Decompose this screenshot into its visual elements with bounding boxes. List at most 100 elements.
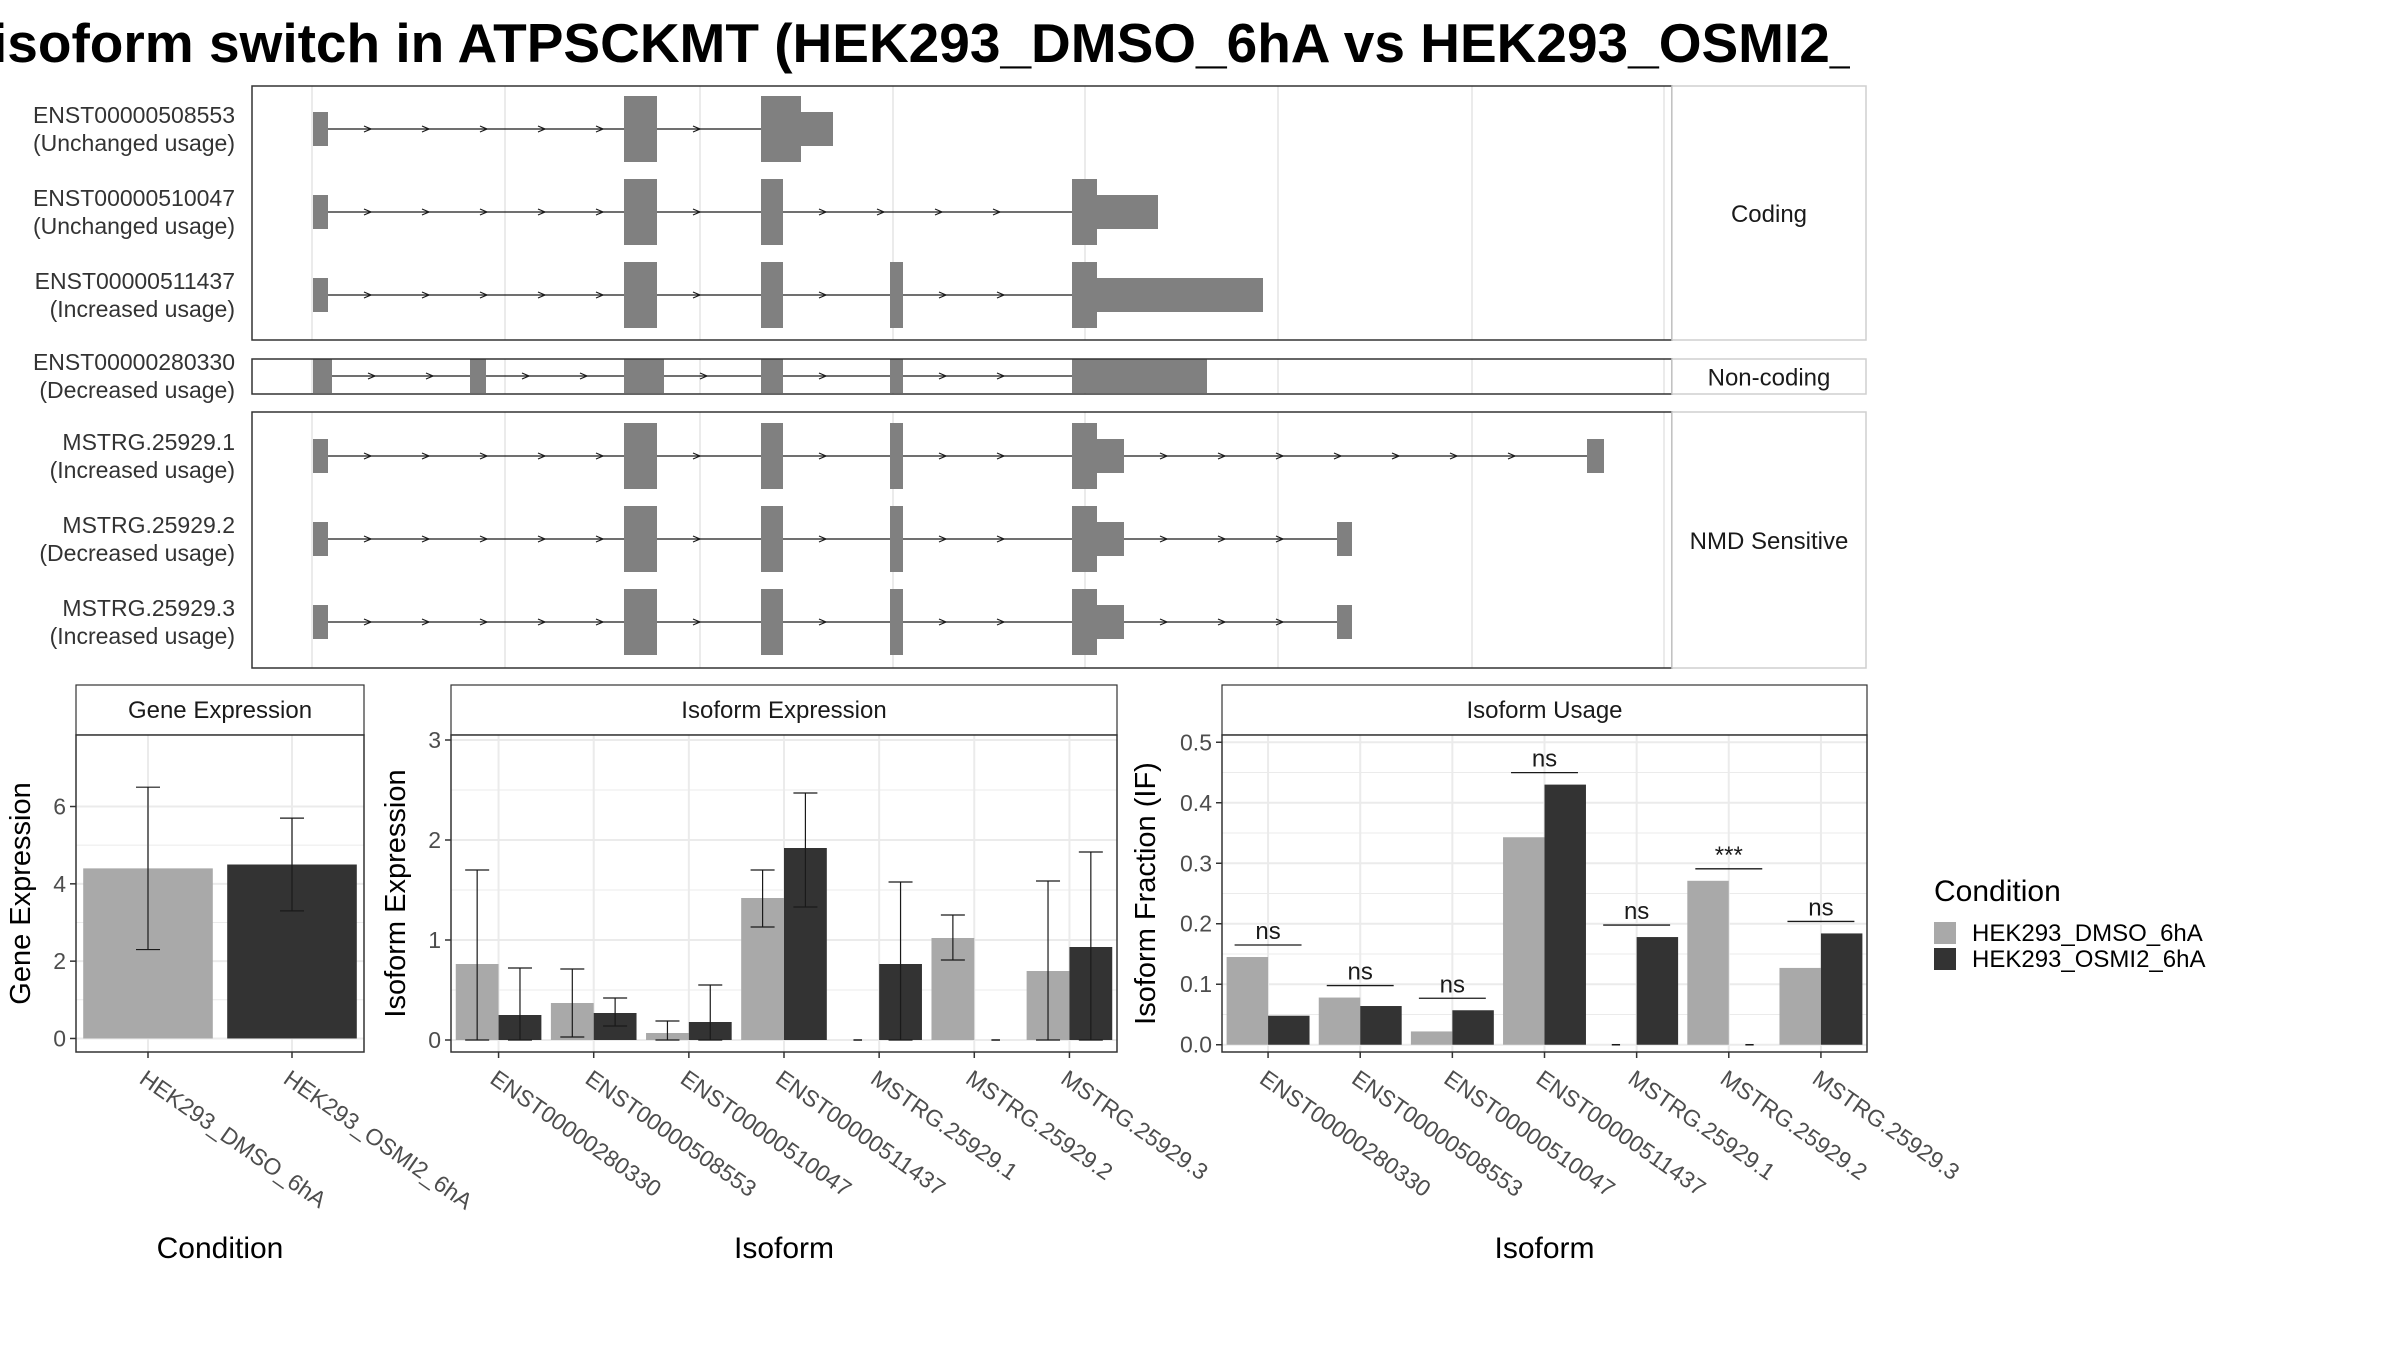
intron-arrow [938, 452, 948, 460]
x-axis-title: Isoform [734, 1232, 834, 1265]
exon-block [313, 522, 328, 556]
significance-label: ns [1624, 898, 1649, 925]
significance-label: ns [1532, 746, 1557, 773]
intron-arrow [692, 125, 702, 133]
structure-panel-background [252, 412, 1672, 668]
intron-arrow [818, 452, 828, 460]
y-tick-label: 3 [428, 727, 441, 753]
exon-block [890, 589, 903, 655]
exon-block [1072, 589, 1097, 655]
bar [1503, 837, 1545, 1045]
y-tick-label: 2 [428, 827, 441, 853]
exon-block [1097, 522, 1124, 556]
intron-arrow [818, 291, 828, 299]
intron-arrow [479, 291, 489, 299]
bar [1779, 967, 1821, 1045]
intron-arrow [934, 208, 944, 216]
intron-arrow [537, 535, 547, 543]
transcript-id-label: ENST00000510047 [33, 185, 235, 211]
intron-arrow [1275, 618, 1285, 626]
facet-strip-label: Coding [1731, 201, 1807, 228]
panel-strip-title: Isoform Expression [681, 697, 886, 724]
intron-arrow [996, 372, 1006, 380]
intron-arrow [479, 535, 489, 543]
intron-arrow [818, 618, 828, 626]
intron-arrow [818, 535, 828, 543]
exon-block [1072, 359, 1207, 393]
y-tick-label: 0 [53, 1025, 66, 1051]
plot-border [75, 734, 365, 1053]
exon-block [313, 112, 328, 146]
exon-block [1072, 262, 1097, 328]
intron-arrow [425, 372, 435, 380]
exon-block [761, 359, 783, 393]
y-tick-label: 0.3 [1180, 850, 1212, 876]
intron-arrow [421, 125, 431, 133]
exon-block [1072, 506, 1097, 572]
intron-arrow [692, 291, 702, 299]
transcript-usage-label: (Unchanged usage) [33, 130, 235, 156]
facet-strip [1671, 358, 1867, 395]
y-axis-title: Isoform Fraction (IF) [1130, 762, 1162, 1025]
exon-block [890, 506, 903, 572]
x-tick-label: ENST00000508553 [1347, 1065, 1527, 1202]
intron-arrow [421, 535, 431, 543]
y-axis-title: Isoform Expression [380, 769, 412, 1017]
bar [1820, 933, 1863, 1045]
intron-arrow [699, 372, 709, 380]
exon-block [1072, 179, 1097, 245]
exon-block [313, 605, 328, 639]
chart-title: isoform switch in ATPSCKMT (HEK293_DMSO_… [0, 12, 1850, 74]
bar [1268, 1015, 1310, 1045]
bar-panel-2: Isoform Expression0123ENST00000280330ENS… [380, 684, 1213, 1265]
bar [1318, 997, 1361, 1045]
intron-arrow [992, 208, 1002, 216]
y-tick-label: 4 [53, 871, 66, 897]
x-tick-label: ENST00000510047 [1439, 1065, 1619, 1202]
transcript-id-label: ENST00000280330 [33, 349, 235, 375]
intron-arrow [692, 618, 702, 626]
significance-label: *** [1715, 842, 1743, 869]
exon-block [1072, 423, 1097, 489]
facet-strip-label: Non-coding [1708, 365, 1831, 392]
exon-block [1097, 605, 1124, 639]
intron-arrow [537, 618, 547, 626]
x-tick-label: ENST00000511437 [771, 1065, 950, 1201]
structure-panel-3: MSTRG.25929.1(Increased usage)MSTRG.2592… [39, 411, 1867, 669]
intron-arrow [938, 372, 948, 380]
bar-panel-3: Isoform Usage ns ns ns ns ns *** ns 0.0 0.1 0.2 0.3… [1130, 684, 1964, 1265]
exon-block [890, 423, 903, 489]
intron-arrow [363, 291, 373, 299]
intron-arrow [692, 535, 702, 543]
exon-block [761, 423, 783, 489]
y-tick-label: 0.1 [1180, 971, 1212, 997]
exon-block [1587, 439, 1604, 473]
legend-item-label: HEK293_DMSO_6hA [1972, 920, 2203, 947]
intron-arrow [421, 208, 431, 216]
intron-arrow [479, 452, 489, 460]
x-axis-title: Condition [157, 1232, 284, 1265]
intron-arrow [996, 452, 1006, 460]
intron-arrow [595, 208, 605, 216]
bar [1636, 937, 1679, 1045]
transcript-id-label: MSTRG.25929.1 [62, 429, 235, 455]
exon-block [624, 179, 657, 245]
exon-block [470, 359, 486, 393]
intron-arrow [595, 618, 605, 626]
intron-arrow [692, 452, 702, 460]
intron-arrow [1275, 535, 1285, 543]
intron-arrow [1217, 535, 1227, 543]
exon-block [1097, 195, 1158, 229]
facet-strip-label: NMD Sensitive [1690, 528, 1849, 555]
x-tick-label: ENST00000280330 [1255, 1065, 1435, 1202]
transcript-id-label: ENST00000511437 [35, 268, 235, 294]
intron-arrow [1391, 452, 1401, 460]
intron-arrow [595, 291, 605, 299]
intron-arrow [479, 208, 489, 216]
x-tick-label: ENST00000280330 [486, 1065, 666, 1202]
intron-arrow [938, 535, 948, 543]
intron-arrow [876, 208, 886, 216]
transcript-id-label: MSTRG.25929.2 [62, 512, 235, 538]
intron-arrow [579, 372, 589, 380]
